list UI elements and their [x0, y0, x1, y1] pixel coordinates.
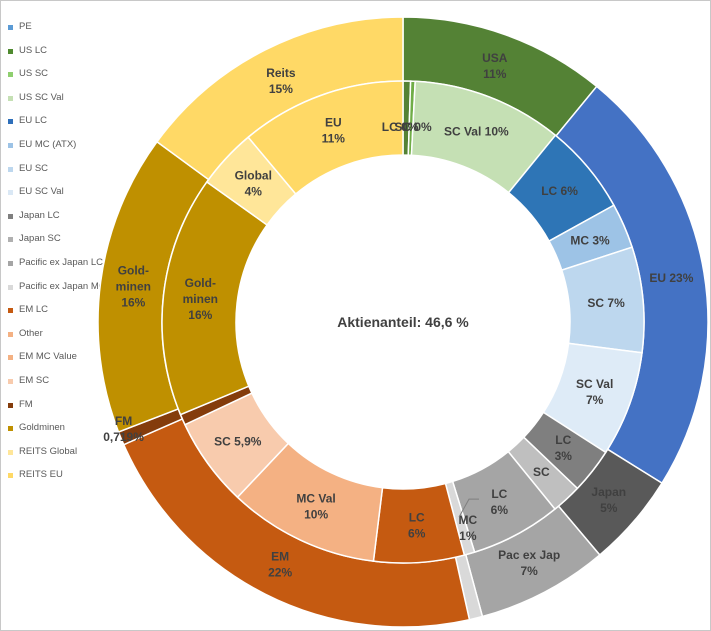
inner-label-eu-lc: LC 6% — [541, 184, 578, 198]
inner-label-eu-sc: SC 7% — [587, 296, 625, 310]
legend-item: EU LC — [6, 115, 116, 139]
legend-item: EM LC — [6, 304, 116, 328]
outer-label-goldminen: Gold-minen 16% — [116, 263, 151, 309]
legend-label: PE — [19, 21, 32, 32]
legend-swatch — [8, 25, 13, 30]
legend-item: Goldminen — [6, 422, 116, 446]
inner-label-goldminen: Gold-minen 16% — [183, 276, 218, 322]
inner-label-reits-global: Global 4% — [235, 168, 272, 198]
legend-item: REITS Global — [6, 446, 116, 470]
outer-label-pac-ex-jap: Pac ex Jap 7% — [498, 548, 560, 578]
legend-swatch — [8, 331, 13, 337]
legend-item: EM MC Value — [6, 351, 116, 375]
outer-label-usa: USA 11% — [482, 51, 508, 81]
leader-line — [458, 498, 480, 518]
legend-swatch — [8, 355, 13, 361]
legend-item: REITS EU — [6, 469, 116, 493]
legend-label: EM SC — [19, 374, 50, 386]
legend-label: US SC Val — [19, 91, 64, 103]
center-label: Aktienanteil: 46,6 % — [337, 314, 469, 330]
legend-item: PE — [6, 21, 116, 45]
legend-label: EU MC (ATX) — [19, 138, 77, 150]
legend-label: Goldminen — [19, 422, 65, 434]
legend-item: Other — [6, 328, 116, 352]
legend-label: Other — [19, 327, 43, 339]
legend-item: US SC Val — [6, 92, 116, 116]
legend-item: EU SC — [6, 163, 116, 187]
inner-label-reits-eu: EU 11% — [322, 115, 346, 145]
outer-label-reits: Reits 15% — [266, 66, 296, 96]
legend-label: US SC — [19, 68, 49, 80]
inner-label-em-lc: LC 6% — [408, 511, 426, 541]
legend-item: EU MC (ATX) — [6, 139, 116, 163]
legend-swatch — [8, 473, 13, 479]
legend-swatch — [8, 449, 13, 455]
legend-label: Pacific ex Japan MC — [19, 280, 106, 292]
legend-label: US LC — [19, 44, 47, 56]
outer-label-fm: FM 0,719% — [103, 414, 144, 444]
legend-label: Japan LC — [19, 209, 60, 221]
legend-label: Pacific ex Japan LC — [19, 256, 103, 268]
chart-legend: PE US LC US SC US SC Val EU LC EU MC (ATX) EU … — [6, 21, 116, 493]
legend-item: Japan SC — [6, 233, 116, 257]
inner-label-us-sc: SC 0% — [394, 120, 432, 134]
inner-label-eu-mc: MC 3% — [570, 234, 610, 248]
legend-label: REITS Global — [19, 445, 78, 457]
legend-swatch — [8, 95, 13, 101]
legend-item: EM SC — [6, 375, 116, 399]
legend-label: EU LC — [19, 115, 47, 127]
inner-label-pac-ex-japan-mc: MC 1% — [458, 513, 477, 543]
inner-label-japan-lc: LC 3% — [555, 433, 573, 463]
legend-swatch — [8, 166, 13, 172]
legend-item: Pacific ex Japan MC — [6, 281, 116, 305]
legend-swatch — [8, 237, 13, 243]
legend-swatch — [8, 48, 13, 54]
legend-item: US LC — [6, 45, 116, 69]
legend-label: EM MC Value — [19, 351, 77, 363]
legend-label: EM LC — [19, 304, 49, 316]
legend-item: EU SC Val — [6, 186, 116, 210]
inner-label-us-sc-val: SC Val 10% — [444, 125, 509, 139]
legend-swatch — [8, 402, 13, 408]
inner-label-us-lc: LC 0% — [382, 120, 419, 134]
legend-swatch — [8, 284, 13, 290]
inner-label-pac-ex-japan-lc: LC 6% — [491, 487, 509, 517]
inner-slice-reits-eu — [247, 80, 404, 196]
legend-label: FM — [19, 398, 33, 410]
legend-label: REITS EU — [19, 469, 63, 481]
legend-swatch — [8, 260, 13, 266]
legend-label: Japan SC — [19, 233, 61, 245]
outer-label-japan: Japan 5% — [591, 485, 626, 515]
legend-swatch — [8, 119, 13, 125]
inner-label-eu-sc-val: SC Val 7% — [576, 377, 613, 407]
inner-label-em-mc-val: MC Val 10% — [296, 492, 335, 522]
legend-item: US SC — [6, 68, 116, 92]
outer-label-em: EM 22% — [268, 550, 292, 580]
legend-swatch — [8, 213, 13, 219]
legend-swatch — [8, 378, 13, 384]
legend-label: EU SC — [19, 162, 49, 174]
legend-swatch — [8, 72, 13, 78]
legend-swatch — [8, 190, 13, 196]
legend-swatch — [8, 426, 13, 432]
outer-label-eu: EU 23% — [649, 271, 693, 285]
legend-swatch — [8, 142, 13, 148]
inner-label-em-sc: SC 5,9% — [214, 435, 262, 449]
legend-item: Japan LC — [6, 210, 116, 234]
legend-label: EU SC Val — [19, 186, 64, 198]
legend-item: FM — [6, 399, 116, 423]
legend-item: Pacific ex Japan LC — [6, 257, 116, 281]
inner-label-japan-sc: SC — [533, 465, 550, 479]
legend-swatch — [8, 308, 13, 314]
